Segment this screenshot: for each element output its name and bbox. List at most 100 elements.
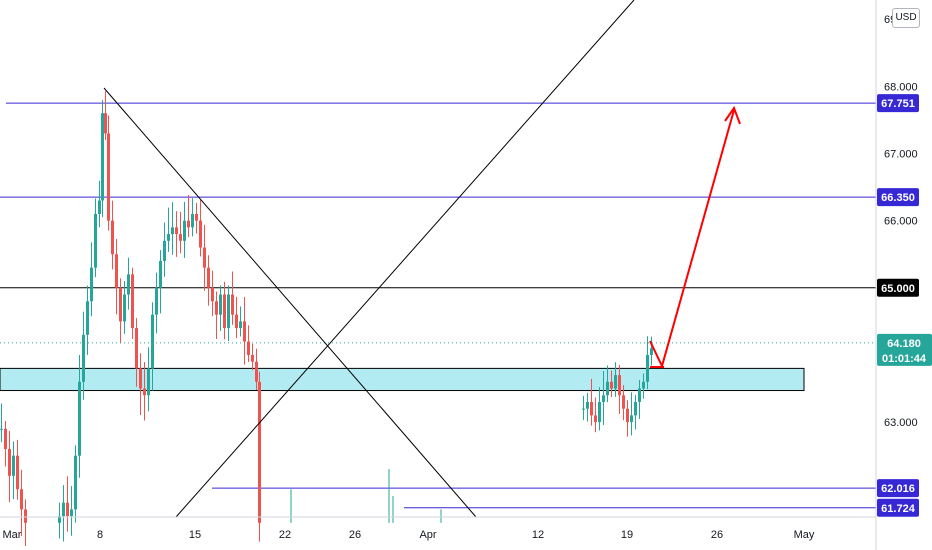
candle-body [167, 234, 170, 241]
drawings-layer [103, 0, 741, 518]
candle-body [58, 516, 61, 523]
candle-body [195, 213, 198, 221]
price-tag-61.724 [877, 498, 919, 517]
candle-body [255, 361, 258, 382]
candle-body [155, 287, 158, 315]
candle-body [606, 381, 609, 396]
candle-body [115, 254, 118, 288]
candle-body [586, 401, 589, 409]
price-tags-layer: 67.751 66.350 65.000 62.016 61.724 64.180 01:0… [877, 94, 932, 517]
candle-body [646, 354, 649, 382]
candle-body [139, 368, 142, 389]
horizontal-lines-layer [0, 102, 876, 509]
candle-body [4, 428, 7, 449]
support-zone-layer [0, 367, 805, 392]
candle-body [12, 455, 15, 476]
candle-body [614, 375, 617, 389]
candle-body [94, 213, 97, 268]
candle-body [147, 368, 150, 396]
x-tick-label: Mar [3, 529, 22, 541]
candle-body [618, 375, 621, 396]
candle-body [634, 401, 637, 416]
candle-body [582, 408, 585, 410]
candle-body [0, 428, 3, 430]
candle-body [78, 381, 81, 456]
candle-body [207, 267, 210, 288]
candle-body [143, 388, 146, 396]
candle-body [82, 334, 85, 382]
price-tag-62.016 [877, 479, 919, 498]
trend-line-descending [103, 87, 477, 518]
candle-body [123, 294, 126, 322]
candle-body [594, 415, 597, 423]
candle-body [66, 502, 69, 517]
price-tag-label: 65.000 [881, 283, 915, 295]
candle-body [127, 274, 130, 295]
candle-body [622, 395, 625, 409]
candle-body [175, 227, 178, 235]
candle-body [598, 401, 601, 423]
candle-body [131, 274, 134, 329]
candle-body [98, 200, 101, 214]
x-tick-label: 8 [97, 529, 103, 541]
candle-body [630, 415, 633, 423]
candle-body [602, 395, 605, 402]
y-tick-label: 66.000 [884, 216, 918, 228]
x-tick-label: May [794, 529, 815, 541]
price-tag-65.000 [877, 278, 919, 297]
candle-body [159, 260, 162, 288]
price-tag-label: 66.350 [881, 192, 915, 204]
candle-body [590, 401, 593, 416]
candle-body [171, 227, 174, 235]
candle-body [199, 220, 202, 248]
candle-body [247, 341, 250, 355]
countdown-label: 01:01:44 [882, 353, 927, 365]
candle-body [16, 455, 19, 490]
candle-body [107, 133, 110, 221]
candle-body [179, 234, 182, 241]
candle-body [24, 509, 27, 523]
candle-body [235, 314, 238, 329]
candle-body [215, 301, 218, 315]
last-price-tag [877, 333, 932, 366]
time-axis[interactable]: Mar 8 15 22 26 Apr 12 19 26 May [3, 529, 815, 541]
price-tag-label: 62.016 [881, 483, 915, 495]
candle-body [638, 388, 641, 402]
x-tick-label: Apr [419, 529, 436, 541]
candle-body [203, 247, 206, 268]
candle-body [183, 220, 186, 241]
trend-line-ascending [175, 0, 635, 518]
last-price-label: 64.180 [887, 338, 921, 350]
y-tick-label: 63.000 [884, 417, 918, 429]
x-tick-label: 12 [532, 529, 544, 541]
candle-body [231, 294, 234, 315]
x-tick-label: 22 [279, 529, 291, 541]
candle-body [86, 301, 89, 335]
candle-body [163, 240, 166, 261]
currency-badge[interactable]: USD [892, 8, 920, 28]
candle-body [119, 287, 122, 322]
candle-body [20, 489, 23, 510]
x-tick-label: 15 [189, 529, 201, 541]
x-tick-label: 26 [711, 529, 723, 541]
projection-arrow-head [724, 105, 741, 125]
candle-body [104, 113, 107, 134]
candle-body [101, 113, 104, 201]
candle-body [650, 348, 653, 355]
candle-body [626, 408, 629, 423]
candle-body [90, 267, 93, 302]
candle-body [223, 294, 226, 329]
candle-body [151, 314, 154, 369]
candle-body [211, 287, 214, 302]
candles-layer [0, 91, 653, 546]
y-tick-label: 68.000 [884, 81, 918, 93]
price-tag-66.350 [877, 188, 919, 207]
candle-body [642, 381, 645, 389]
candle-body [111, 220, 114, 255]
candle-body [8, 448, 11, 476]
candle-body [251, 354, 254, 362]
candle-body [191, 213, 194, 228]
candle-body [610, 381, 613, 389]
price-tag-67.751 [877, 94, 919, 113]
